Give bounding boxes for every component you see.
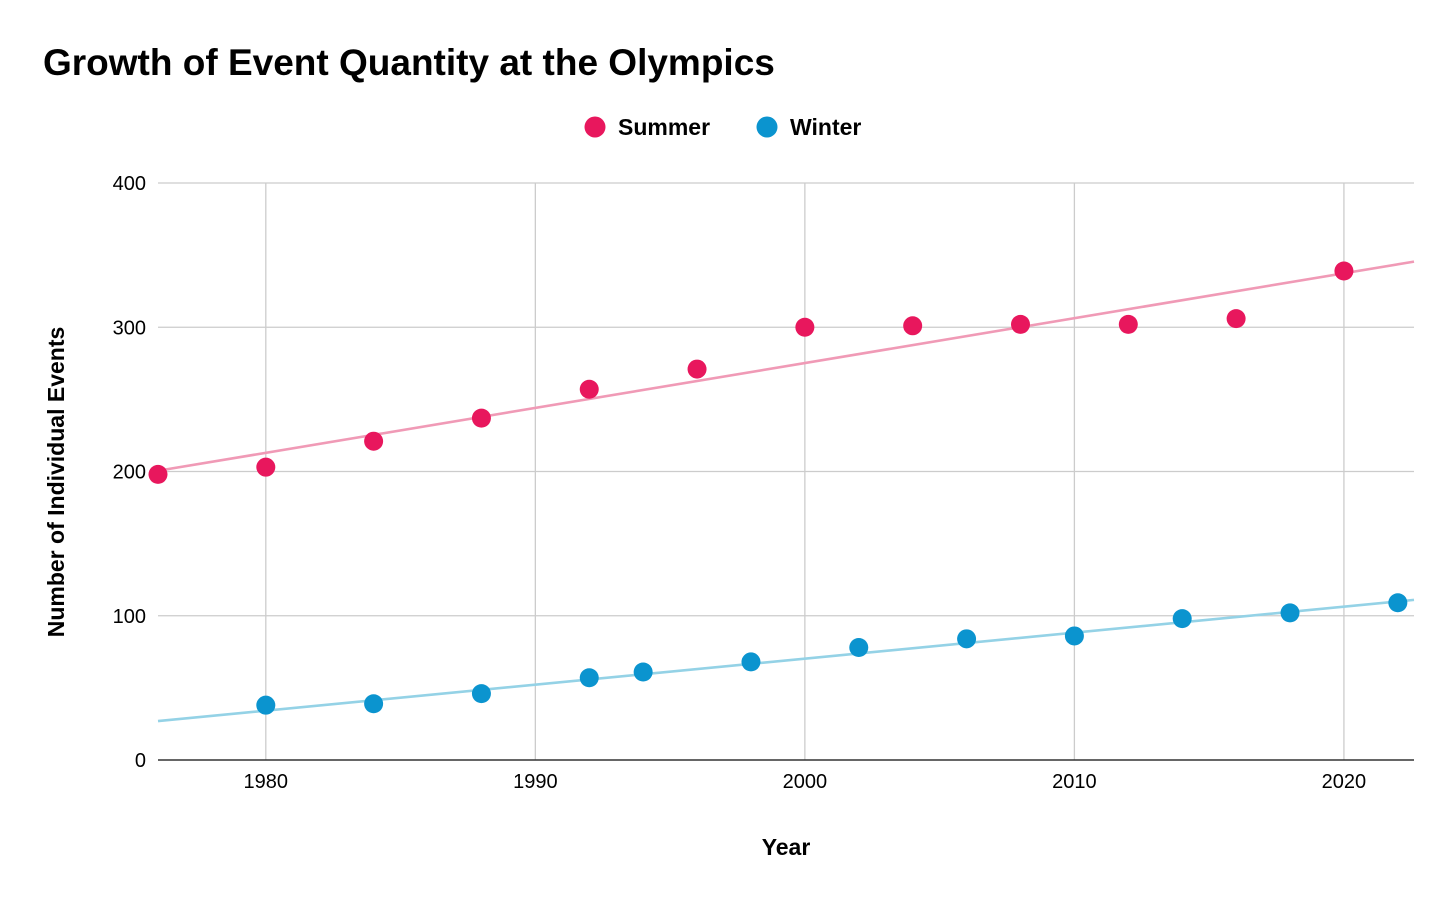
winter-point: [1064, 626, 1084, 646]
winter-point: [579, 668, 599, 688]
y-tick-label: 200: [113, 462, 146, 484]
winter-point: [633, 662, 653, 682]
summer-point: [1334, 261, 1354, 281]
x-axis-title: Year: [762, 834, 811, 860]
y-tick-labels: 0 100 200 300 400: [113, 173, 146, 772]
summer-point: [795, 317, 815, 337]
summer-point: [1226, 309, 1246, 329]
winter-point: [1172, 609, 1192, 629]
legend-marker-winter: [756, 116, 778, 138]
x-tick-label: 2020: [1322, 771, 1367, 793]
summer-point: [471, 408, 491, 428]
y-tick-label: 0: [135, 750, 146, 772]
winter-trendline: [157, 598, 1415, 723]
legend: Summer Winter: [584, 114, 861, 140]
summer-point: [687, 359, 707, 379]
data-points: [148, 261, 1408, 715]
winter-point: [849, 637, 869, 657]
legend-label-winter: Winter: [790, 114, 861, 140]
x-tick-label: 2000: [783, 771, 828, 793]
winter-point: [957, 629, 977, 649]
summer-point: [364, 431, 384, 451]
x-tick-labels: 1980 1990 2000 2010 2020: [244, 771, 1367, 793]
x-tick-label: 1980: [244, 771, 289, 793]
legend-label-summer: Summer: [618, 114, 710, 140]
summer-point: [903, 316, 923, 336]
x-tick-label: 2010: [1052, 771, 1097, 793]
winter-point: [256, 695, 276, 715]
trendlines: [157, 260, 1415, 723]
winter-point: [1280, 603, 1300, 623]
y-tick-label: 400: [113, 173, 146, 195]
summer-point: [1010, 314, 1030, 334]
winter-point: [1388, 593, 1408, 613]
summer-point: [256, 457, 276, 477]
summer-trendline: [157, 260, 1415, 473]
winter-point: [471, 684, 491, 704]
grid-lines: [158, 182, 1414, 760]
winter-point: [741, 652, 761, 672]
chart-title: Growth of Event Quantity at the Olympics: [43, 42, 775, 83]
summer-point: [148, 464, 168, 484]
y-tick-label: 300: [113, 317, 146, 339]
y-tick-label: 100: [113, 606, 146, 628]
legend-marker-summer: [584, 116, 606, 138]
y-axis-title: Number of Individual Events: [43, 327, 69, 638]
winter-point: [364, 694, 384, 714]
x-tick-label: 1990: [513, 771, 558, 793]
summer-point: [1118, 314, 1138, 334]
summer-point: [579, 379, 599, 399]
